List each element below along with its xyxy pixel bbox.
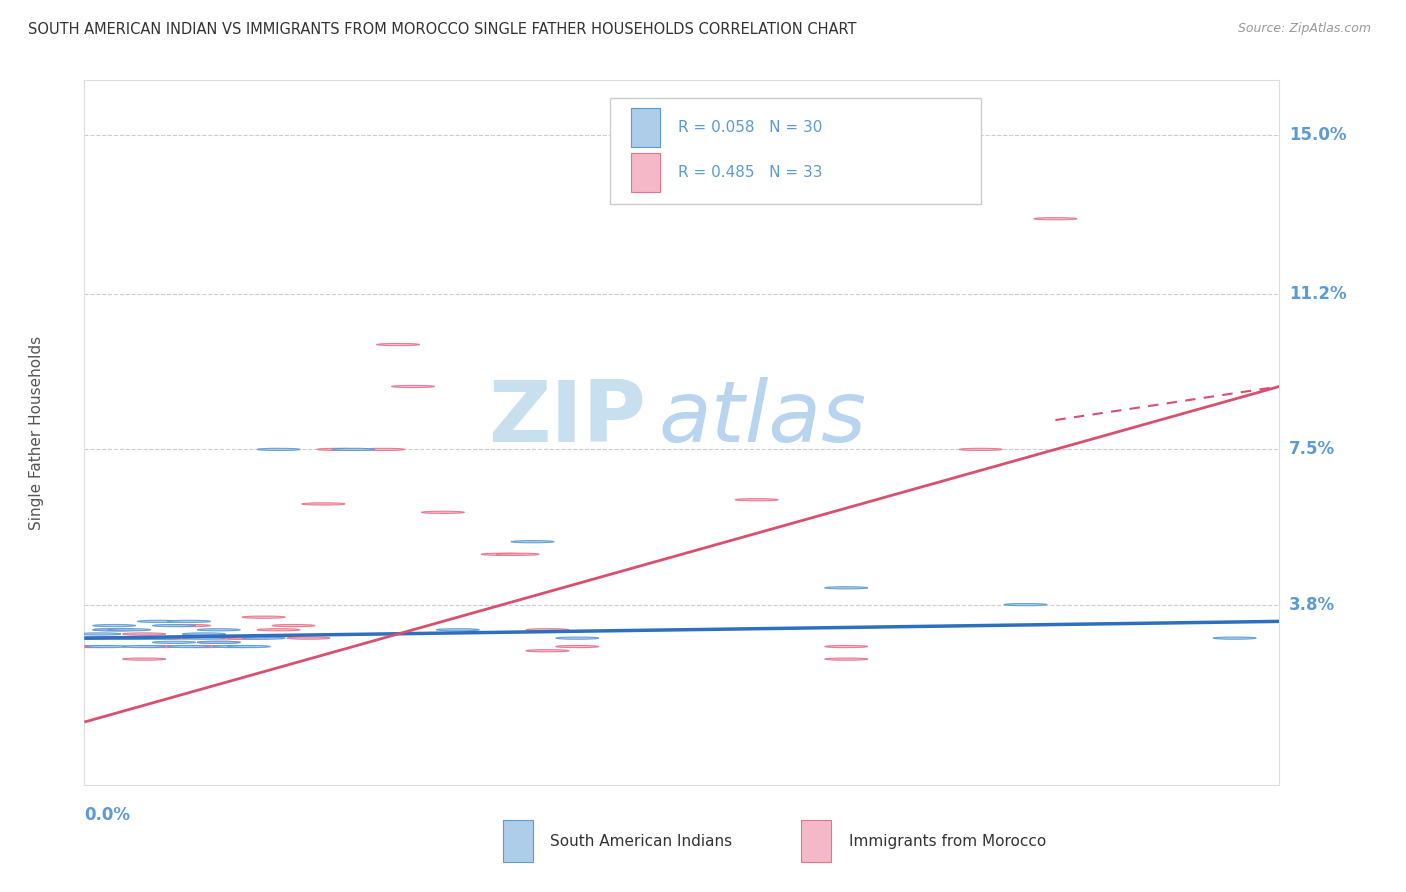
- Ellipse shape: [228, 646, 270, 648]
- Ellipse shape: [481, 553, 524, 556]
- Ellipse shape: [152, 641, 195, 643]
- Ellipse shape: [122, 632, 166, 635]
- Ellipse shape: [825, 658, 868, 660]
- Text: SOUTH AMERICAN INDIAN VS IMMIGRANTS FROM MOROCCO SINGLE FATHER HOUSEHOLDS CORREL: SOUTH AMERICAN INDIAN VS IMMIGRANTS FROM…: [28, 22, 856, 37]
- Text: Source: ZipAtlas.com: Source: ZipAtlas.com: [1237, 22, 1371, 36]
- Text: South American Indians: South American Indians: [551, 834, 733, 849]
- Ellipse shape: [377, 343, 419, 345]
- Ellipse shape: [361, 449, 405, 450]
- Ellipse shape: [122, 646, 166, 648]
- Ellipse shape: [287, 637, 330, 640]
- Ellipse shape: [316, 449, 360, 450]
- Ellipse shape: [167, 620, 211, 623]
- Ellipse shape: [825, 587, 868, 589]
- Ellipse shape: [242, 616, 285, 618]
- Ellipse shape: [510, 541, 554, 542]
- FancyBboxPatch shape: [610, 98, 981, 203]
- FancyBboxPatch shape: [630, 153, 661, 192]
- Ellipse shape: [108, 637, 150, 640]
- Ellipse shape: [526, 629, 569, 631]
- Ellipse shape: [332, 449, 375, 450]
- Ellipse shape: [183, 637, 225, 640]
- Ellipse shape: [122, 637, 166, 640]
- Ellipse shape: [1004, 604, 1047, 606]
- Ellipse shape: [93, 629, 136, 631]
- Ellipse shape: [197, 629, 240, 631]
- FancyBboxPatch shape: [801, 821, 831, 863]
- Text: R = 0.058   N = 30: R = 0.058 N = 30: [678, 120, 823, 136]
- FancyBboxPatch shape: [503, 821, 533, 863]
- Ellipse shape: [422, 511, 464, 514]
- Ellipse shape: [302, 503, 344, 505]
- Ellipse shape: [436, 629, 479, 631]
- Ellipse shape: [93, 629, 136, 631]
- Ellipse shape: [391, 385, 434, 387]
- Ellipse shape: [138, 646, 180, 648]
- Ellipse shape: [77, 632, 121, 635]
- Ellipse shape: [212, 637, 256, 640]
- Ellipse shape: [138, 637, 180, 640]
- Ellipse shape: [167, 624, 211, 627]
- Ellipse shape: [70, 646, 114, 648]
- FancyBboxPatch shape: [630, 109, 661, 147]
- Text: 3.8%: 3.8%: [1289, 596, 1336, 614]
- Ellipse shape: [70, 637, 114, 640]
- Ellipse shape: [271, 624, 315, 627]
- Ellipse shape: [257, 629, 299, 631]
- Ellipse shape: [167, 646, 211, 648]
- Ellipse shape: [108, 637, 150, 640]
- Text: Immigrants from Morocco: Immigrants from Morocco: [849, 834, 1046, 849]
- Text: ZIP: ZIP: [488, 377, 647, 460]
- Ellipse shape: [183, 646, 225, 648]
- Ellipse shape: [183, 632, 225, 635]
- Ellipse shape: [197, 641, 240, 643]
- Ellipse shape: [228, 637, 270, 640]
- Ellipse shape: [555, 646, 599, 648]
- Text: atlas: atlas: [658, 377, 866, 460]
- Ellipse shape: [735, 499, 778, 500]
- Ellipse shape: [108, 629, 150, 631]
- Text: 11.2%: 11.2%: [1289, 285, 1347, 303]
- Text: 0.0%: 0.0%: [84, 806, 131, 824]
- Text: 15.0%: 15.0%: [1289, 126, 1347, 144]
- Ellipse shape: [122, 658, 166, 660]
- Ellipse shape: [197, 641, 240, 643]
- Ellipse shape: [1213, 637, 1256, 640]
- Ellipse shape: [257, 449, 299, 450]
- Text: R = 0.485   N = 33: R = 0.485 N = 33: [678, 165, 823, 180]
- Text: Single Father Households: Single Father Households: [30, 335, 44, 530]
- Ellipse shape: [825, 646, 868, 648]
- Ellipse shape: [496, 553, 538, 556]
- Ellipse shape: [555, 637, 599, 640]
- Ellipse shape: [77, 637, 121, 640]
- Ellipse shape: [152, 624, 195, 627]
- Ellipse shape: [86, 646, 128, 648]
- Text: 7.5%: 7.5%: [1289, 441, 1336, 458]
- Ellipse shape: [242, 637, 285, 640]
- Ellipse shape: [526, 649, 569, 652]
- Ellipse shape: [152, 637, 195, 640]
- Ellipse shape: [212, 646, 256, 648]
- Ellipse shape: [93, 624, 136, 627]
- Ellipse shape: [1033, 218, 1077, 219]
- Ellipse shape: [138, 620, 180, 623]
- Ellipse shape: [959, 449, 1002, 450]
